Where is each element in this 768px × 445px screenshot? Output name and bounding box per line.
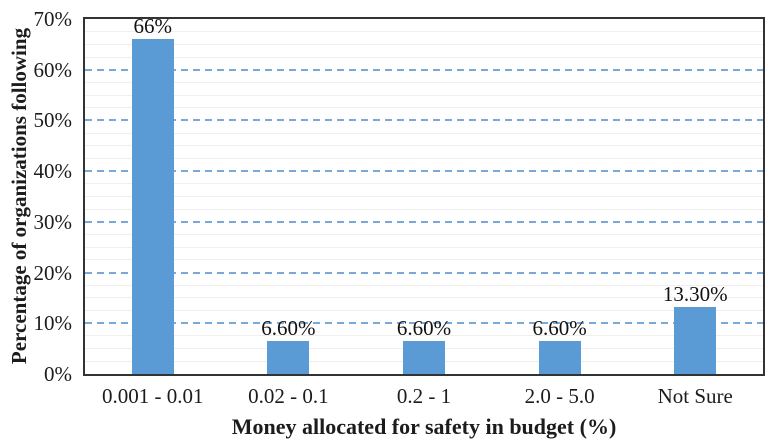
y-tick-label: 50%: [33, 108, 73, 133]
minor-gridline: [85, 81, 763, 83]
minor-gridline: [85, 183, 763, 185]
x-tick-label: Not Sure: [657, 384, 733, 408]
bar-0-001-0-01: [131, 39, 174, 374]
minor-gridline: [85, 132, 763, 134]
minor-gridline: [85, 297, 763, 299]
y-tick-label: 10%: [33, 311, 73, 336]
x-axis-title: Money allocated for safety in budget (%): [231, 414, 617, 439]
minor-gridline: [85, 196, 763, 197]
minor-gridline: [85, 56, 763, 58]
major-gridline: [85, 170, 763, 173]
major-gridline: [85, 220, 763, 223]
bar-value-label: 6.60%: [396, 315, 452, 340]
y-tick-label: 20%: [33, 260, 73, 285]
minor-gridline: [85, 310, 763, 312]
bar-value-label: 6.60%: [261, 315, 316, 340]
bar-value-label: 66%: [133, 14, 173, 39]
minor-gridline: [85, 43, 763, 45]
y-tick-label: 70%: [33, 7, 73, 31]
bar-value-label: 6.60%: [532, 315, 587, 340]
bar-0-02-0-1: [267, 340, 310, 374]
y-tick-label: 60%: [33, 57, 73, 82]
x-tick-label: 2.0 - 5.0: [524, 384, 595, 408]
x-tick-label: 0.02 - 0.1: [248, 384, 329, 408]
minor-gridline: [85, 94, 763, 96]
major-gridline: [85, 322, 763, 325]
minor-gridline: [85, 259, 763, 261]
bar-2-0-5-0: [538, 340, 581, 374]
x-tick-label: 0.001 - 0.01: [102, 384, 204, 408]
bar-0-2-1: [403, 340, 445, 374]
plot-area: 66% 6.60% 6.60% 6.60% 13.30%: [83, 14, 765, 376]
y-tick-label: 40%: [33, 159, 73, 184]
minor-gridline: [85, 31, 763, 33]
minor-gridline: [85, 246, 763, 248]
minor-gridline: [85, 208, 763, 210]
minor-gridline: [85, 234, 763, 236]
major-gridline: [85, 271, 763, 274]
y-tick-label: 0%: [44, 362, 72, 386]
minor-gridline: [85, 335, 763, 337]
x-tick-label: 0.2 - 1: [396, 384, 452, 408]
major-gridline: [85, 68, 763, 71]
bar-value-label: 13.30%: [662, 281, 728, 306]
bar-not-sure: [674, 306, 717, 374]
major-gridline: [85, 119, 763, 122]
y-tick-label: 30%: [33, 209, 73, 234]
minor-gridline: [85, 284, 763, 286]
x-axis-tick-labels: 0.001 - 0.01 0.02 - 0.1 0.2 - 1 2.0 - 5.0 No…: [83, 384, 765, 410]
minor-gridline: [85, 107, 763, 109]
minor-gridline: [85, 145, 763, 147]
minor-gridline: [85, 157, 763, 159]
y-axis-tick-labels: 0% 10% 20% 30% 40% 50% 60% 70%: [0, 8, 83, 385]
